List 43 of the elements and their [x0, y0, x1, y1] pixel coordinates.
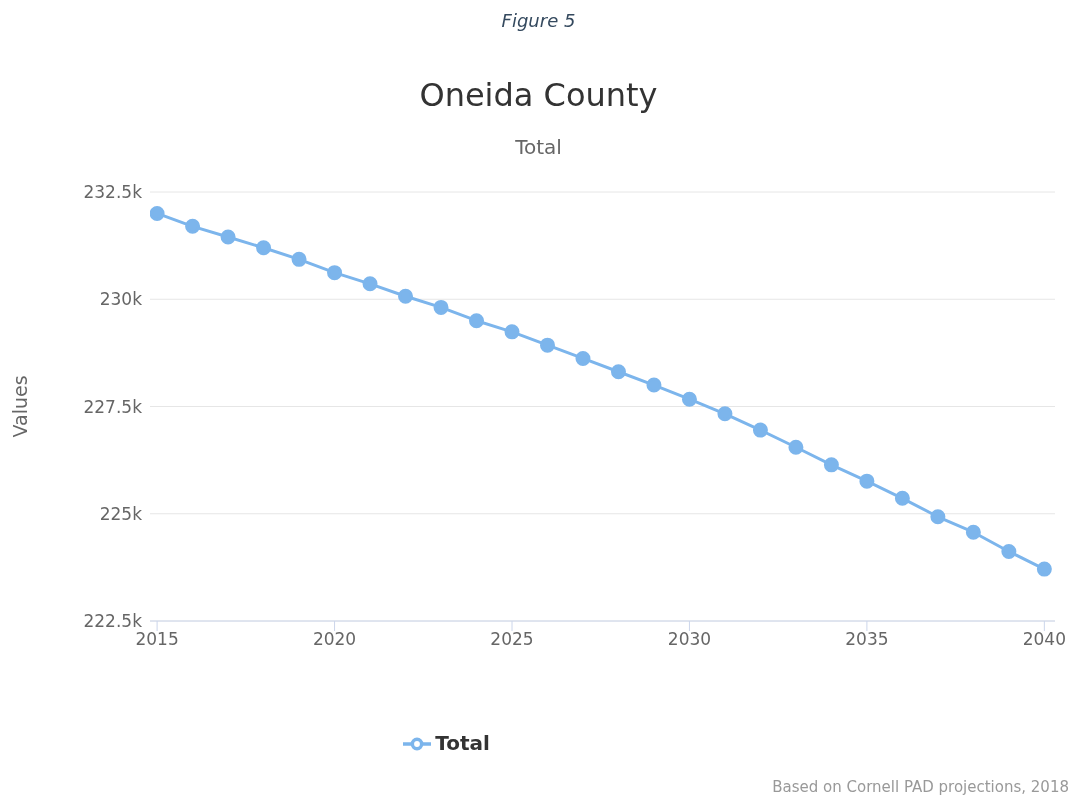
point — [362, 276, 378, 292]
point — [256, 240, 272, 256]
point — [327, 265, 343, 281]
x-tick-label: 2035 — [845, 629, 889, 650]
point — [185, 218, 201, 234]
point — [220, 229, 236, 245]
point — [1036, 561, 1052, 577]
point — [150, 205, 165, 221]
y-axis-title: Values — [8, 375, 31, 438]
point — [646, 377, 662, 393]
point — [717, 406, 733, 422]
text: Based on Cornell PAD projections, 2018 — [772, 778, 1069, 795]
point — [823, 457, 839, 473]
x-tick-label: 2025 — [490, 629, 534, 650]
point — [610, 364, 626, 380]
y-tick-label: 232.5k — [83, 182, 143, 203]
point — [1001, 544, 1017, 559]
point — [788, 439, 804, 455]
point — [752, 422, 768, 438]
chart-title: Oneida County — [418, 76, 659, 114]
y-tick-label: 225k — [99, 503, 143, 524]
point — [398, 288, 414, 304]
point — [930, 509, 946, 525]
chart-subtitle: Total — [514, 135, 563, 159]
x-tick-label: 2040 — [1022, 629, 1066, 650]
x-tick-label: 2020 — [312, 629, 357, 650]
point — [894, 490, 910, 506]
point — [575, 350, 591, 366]
point — [291, 251, 307, 267]
point — [539, 337, 555, 353]
y-tick-label: 227.5k — [83, 396, 143, 417]
y-tick-label: 230k — [99, 289, 143, 310]
point — [681, 391, 697, 407]
x-tick-label: 2030 — [667, 629, 712, 650]
point — [859, 473, 875, 489]
x-tick-label: 2015 — [135, 629, 179, 650]
point — [965, 524, 981, 540]
y-tick-label: 222.5k — [83, 611, 143, 632]
point — [469, 313, 485, 329]
point — [504, 324, 520, 340]
point — [433, 299, 449, 315]
legend-label: Total — [435, 730, 490, 755]
caption: Figure 5 — [500, 10, 577, 31]
